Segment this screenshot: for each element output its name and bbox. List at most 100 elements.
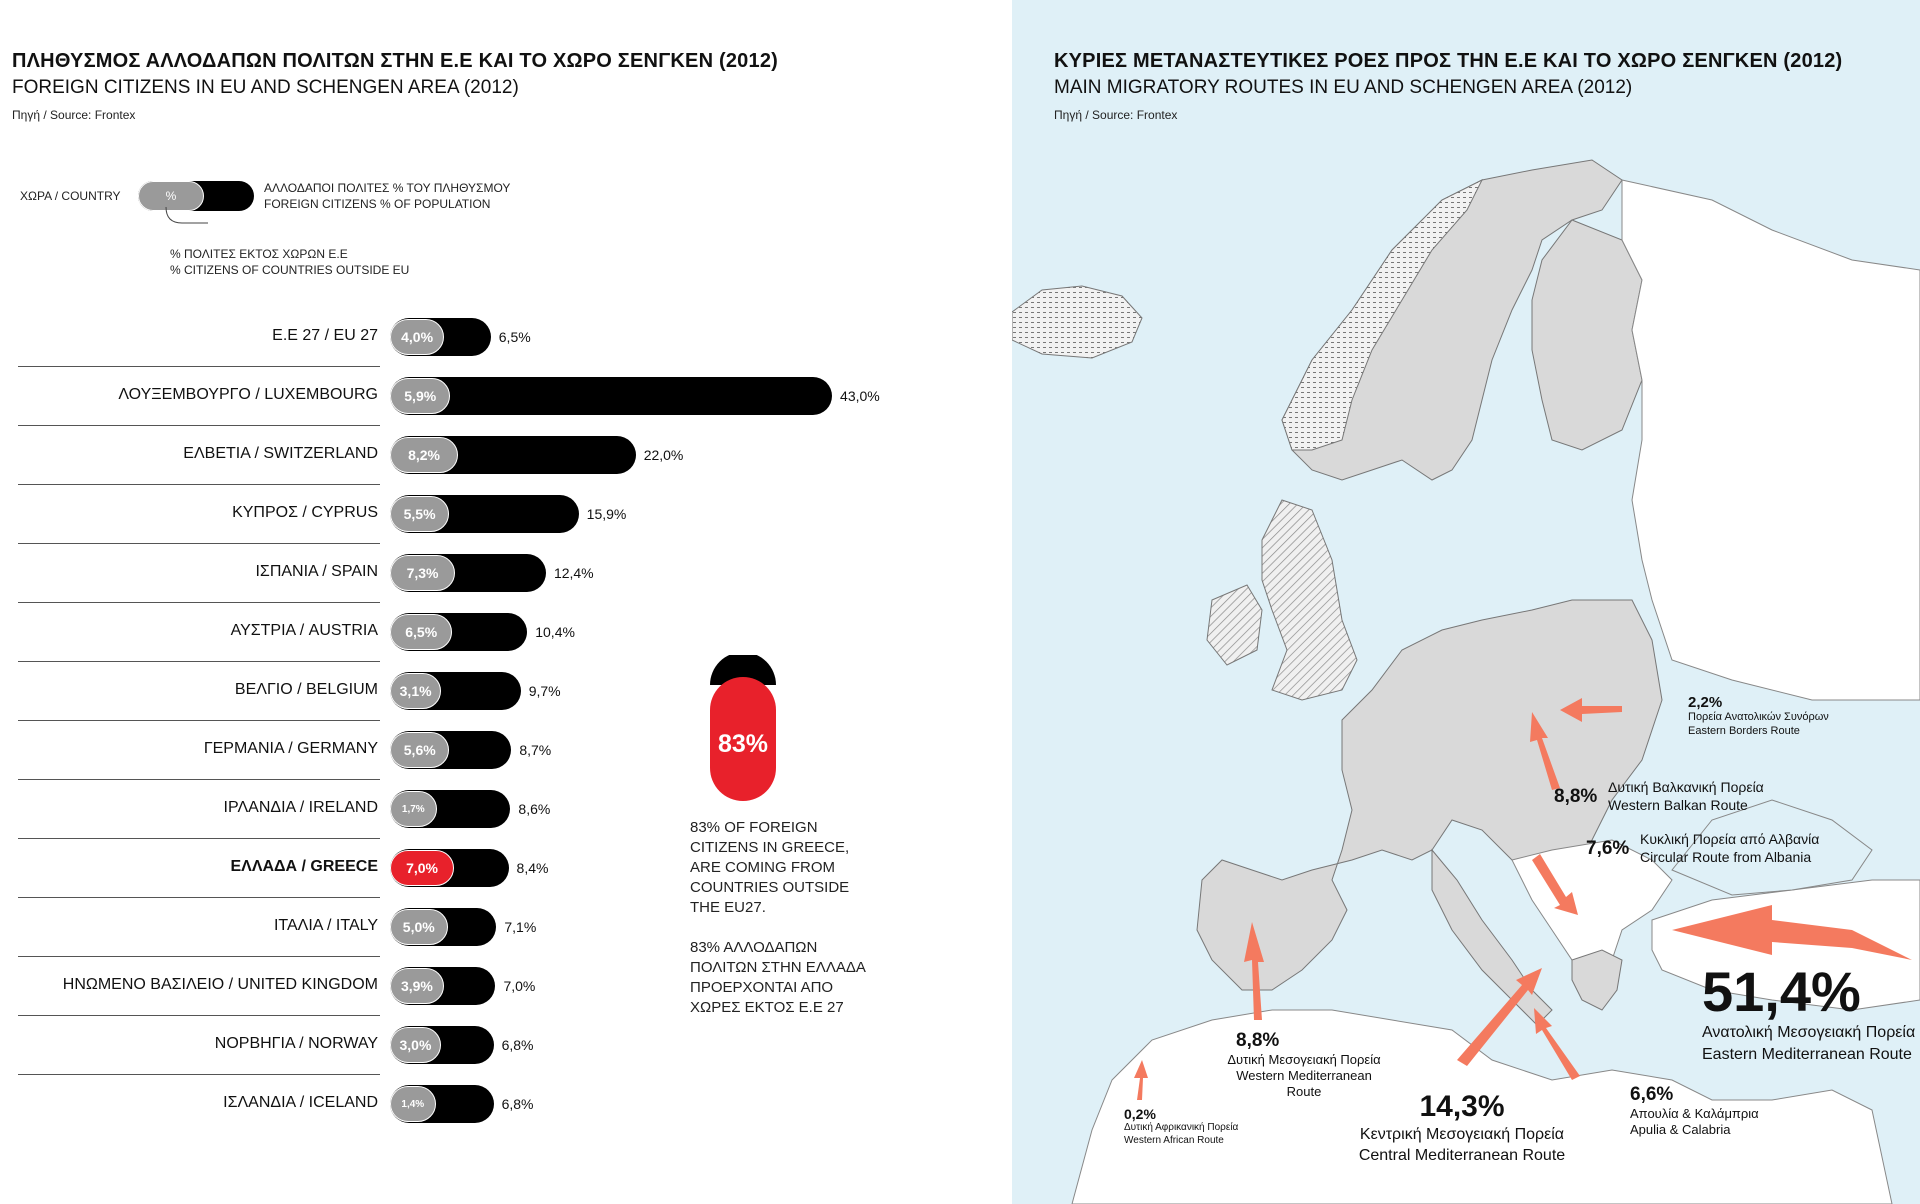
norway-shape — [1281, 178, 1484, 451]
country-label: ΙΤΑΛΙΑ / ITALY — [273, 917, 378, 934]
arrow-albania — [1532, 854, 1578, 915]
country-label: ΙΡΛΑΝΔΙΑ / IRELAND — [223, 799, 378, 816]
row-separator — [18, 484, 380, 485]
outside-eu-pill: 3,1% — [390, 673, 442, 709]
route-name-gr: Ανατολική Μεσογειακή Πορεία — [1702, 1024, 1916, 1041]
legend-outside-gr: % ΠΟΛΙΤΕΣ ΕΚΤΟΣ ΧΩΡΩΝ Ε.Ε — [170, 247, 348, 261]
foreign-citizens-chart-panel: ΠΛΗΘΥΣΜΟΣ ΑΛΛΟΔΑΠΩΝ ΠΟΛΙΤΩΝ ΣΤΗΝ Ε.Ε ΚΑΙ… — [12, 50, 880, 1123]
map-title-english: MAIN MIGRATORY ROUTES IN EU AND SCHENGEN… — [1054, 77, 1633, 98]
row-separator — [18, 838, 380, 839]
country-label: ΛΟΥΞΕΜΒΟΥΡΓΟ / LUXEMBOURG — [118, 386, 378, 403]
row-separator — [18, 1074, 380, 1075]
chart-source: Πηγή / Source: Frontex — [12, 108, 136, 122]
country-label: ΗΝΩΜΕΝΟ ΒΑΣΙΛΕΙΟ / UNITED KINGDOM — [62, 976, 378, 993]
outside-eu-pill: 5,6% — [390, 732, 450, 768]
route-label-western-balkan: Δυτική Βαλκανική Πορεία Western Balkan R… — [1608, 778, 1764, 814]
finland-shape — [1531, 219, 1643, 451]
row-separator — [18, 1015, 380, 1016]
route-name-gr: Απουλία & Καλάμπρια — [1630, 1106, 1759, 1121]
row-separator — [18, 779, 380, 780]
route-label-albania: Κυκλική Πορεία από Αλβανία Circular Rout… — [1640, 830, 1819, 866]
total-value-label: 7,0% — [503, 978, 536, 994]
callout-value: 83% — [717, 730, 769, 758]
route-name-en: Eastern Mediterranean Route — [1702, 1046, 1912, 1063]
country-label: ΓΕΡΜΑΝΙΑ / GERMANY — [203, 740, 378, 757]
route-name-en: Western Mediterranean Route — [1236, 1068, 1372, 1099]
outside-eu-pill: 3,0% — [390, 1027, 441, 1063]
route-label-western-med: 8,8% Δυτική Μεσογειακή Πορεία Western Me… — [1224, 1030, 1384, 1100]
europe-map — [1012, 159, 1920, 1204]
outside-eu-pill: 4,0% — [390, 319, 445, 355]
total-value-label: 6,8% — [501, 1037, 534, 1053]
outside-eu-pill: 1,4% — [390, 1086, 436, 1122]
total-value-label: 9,7% — [528, 683, 561, 699]
row-separator — [18, 366, 380, 367]
iceland-shape — [1012, 285, 1143, 359]
total-value-label: 12,4% — [553, 565, 594, 581]
legend-pct-symbol: % — [165, 189, 177, 203]
turkey-shape — [1651, 879, 1920, 1011]
legend-outside-en: % CITIZENS OF COUNTRIES OUTSIDE EU — [170, 263, 410, 277]
legend-foreign-label: ΑΛΛΟΔΑΠΟΙ ΠΟΛΙΤΕΣ % ΤΟΥ ΠΛΗΘΥΣΜΟΥ FOREIG… — [264, 180, 510, 212]
outside-eu-pill: 1,7% — [390, 791, 437, 827]
total-value-label: 43,0% — [840, 388, 880, 404]
legend-connector — [165, 206, 208, 224]
total-value-label: 6,5% — [498, 329, 531, 345]
country-label: Ε.Ε 27 / EU 27 — [272, 327, 378, 344]
route-name-gr: Κεντρική Μεσογειακή Πορεία — [1359, 1126, 1565, 1143]
country-label: ΒΕΛΓΙΟ / BELGIUM — [234, 681, 378, 698]
route-name-en: Eastern Borders Route — [1688, 725, 1800, 737]
arrow-western-med — [1244, 922, 1264, 1020]
outside-eu-pill: 5,0% — [390, 909, 448, 945]
arrow-eastern-borders — [1560, 698, 1622, 722]
route-name-en: Western Balkan Route — [1608, 797, 1748, 813]
row-separator — [18, 720, 380, 721]
country-label: ΕΛΛΑΔΑ / GREECE — [230, 858, 378, 875]
total-value-label: 22,0% — [643, 447, 684, 463]
total-value-label: 8,7% — [519, 742, 552, 758]
outside-eu-pill: 8,2% — [390, 437, 459, 473]
outside-eu-pill: 5,5% — [390, 496, 450, 532]
route-name-en: Western African Route — [1124, 1135, 1224, 1146]
black-sea-shape — [1671, 799, 1873, 896]
arrow-western-balkan — [1530, 712, 1560, 790]
callout-text-english: 83% OF FOREIGN CITIZENS IN GREECE, ARE C… — [690, 819, 850, 916]
legend-country-label: ΧΩΡΑ / COUNTRY — [20, 189, 121, 203]
route-name-en: Apulia & Calabria — [1630, 1122, 1731, 1137]
map-title-greek: ΚΥΡΙΕΣ ΜΕΤΑΝΑΣΤΕΥΤΙΚΕΣ ΡΟΕΣ ΠΡΟΣ ΤΗΝ Ε.Ε… — [1054, 50, 1843, 72]
route-pct: 14,3% — [1419, 1090, 1505, 1123]
country-label: ΝΟΡΒΗΓΙΑ / NORWAY — [214, 1035, 378, 1052]
total-value-label: 15,9% — [586, 506, 627, 522]
arrow-eastern-med — [1672, 905, 1912, 960]
country-label: ΚΥΠΡΟΣ / CYPRUS — [232, 504, 378, 521]
row-separator — [18, 543, 380, 544]
callout-text-greek: 83% ΑΛΛΟΔΑΠΩΝ ΠΟΛΙΤΩΝ ΣΤΗΝ ΕΛΛΑΔΑ ΠΡΟΕΡΧ… — [690, 939, 866, 1016]
row-separator — [18, 661, 380, 662]
row-separator — [18, 956, 380, 957]
russia-shape — [1621, 179, 1920, 701]
route-label-eastern-med: 51,4% Ανατολική Μεσογειακή Πορεία Easter… — [1702, 962, 1915, 1066]
route-pct: 0,2% — [1124, 1106, 1156, 1122]
chart-title-greek: ΠΛΗΘΥΣΜΟΣ ΑΛΛΟΔΑΠΩΝ ΠΟΛΙΤΩΝ ΣΤΗΝ Ε.Ε ΚΑΙ… — [12, 50, 779, 72]
map-source: Πηγή / Source: Frontex — [1054, 108, 1178, 122]
outside-eu-pill: 5,9% — [390, 378, 451, 414]
arrow-central-med — [1457, 968, 1542, 1066]
north-africa-shape — [1071, 1009, 1893, 1204]
outside-eu-pill: 3,9% — [390, 968, 444, 1004]
route-name-gr: Κυκλική Πορεία από Αλβανία — [1640, 831, 1820, 847]
chart-title-english: FOREIGN CITIZENS IN EU AND SCHENGEN AREA… — [12, 77, 519, 98]
total-value-label: 8,4% — [516, 860, 549, 876]
country-label: ΙΣΠΑΝΙΑ / SPAIN — [255, 563, 378, 580]
legend-outside-label: % ΠΟΛΙΤΕΣ ΕΚΤΟΣ ΧΩΡΩΝ Ε.Ε % CITIZENS OF … — [170, 246, 409, 278]
arrow-west-african — [1134, 1060, 1148, 1100]
callout-graphic — [710, 655, 776, 801]
migratory-routes-map-panel: ΚΥΡΙΕΣ ΜΕΤΑΝΑΣΤΕΥΤΙΚΕΣ ΡΟΕΣ ΠΡΟΣ ΤΗΝ Ε.Ε… — [1012, 0, 1920, 1204]
route-pct: 8,8% — [1236, 1030, 1280, 1051]
route-pct-albania: 7,6% — [1586, 838, 1630, 859]
country-label: ΕΛΒΕΤΙΑ / SWITZERLAND — [183, 445, 378, 462]
route-pct: 6,6% — [1630, 1084, 1674, 1105]
route-name-en: Circular Route from Albania — [1640, 849, 1812, 865]
route-pct: 2,2% — [1688, 694, 1723, 711]
ireland-shape — [1206, 584, 1263, 666]
country-label: ΙΣΛΑΝΔΙΑ / ICELAND — [223, 1094, 378, 1111]
